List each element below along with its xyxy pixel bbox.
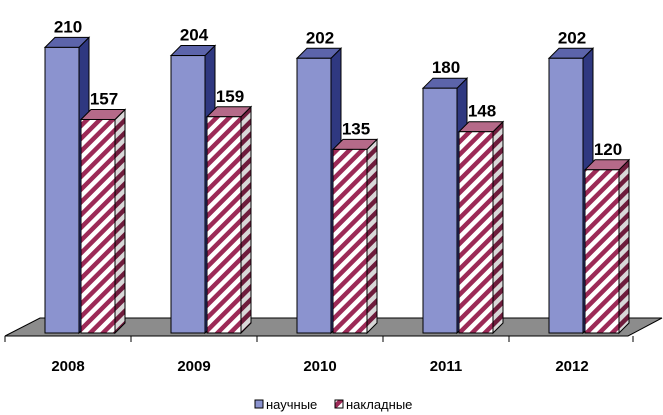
data-label: 202 xyxy=(558,28,586,47)
x-tick-label: 2012 xyxy=(555,358,588,375)
data-label: 135 xyxy=(342,119,370,138)
bar-nakladnye-2009 xyxy=(205,105,253,335)
data-label: 159 xyxy=(216,87,244,106)
bar-nauchnye-2010 xyxy=(295,47,343,335)
x-tick-label: 2009 xyxy=(177,358,210,375)
x-tick-label: 2011 xyxy=(430,358,463,375)
legend: научные накладные xyxy=(254,397,412,412)
data-label: 148 xyxy=(468,102,496,121)
bar-nakladnye-2008 xyxy=(79,108,127,335)
legend-item-0: научные xyxy=(254,397,317,412)
data-label: 180 xyxy=(432,58,460,77)
data-label: 204 xyxy=(180,26,209,45)
x-axis: 2008 2009 2010 2011 2012 xyxy=(4,335,634,375)
legend-item-1: накладные xyxy=(334,397,412,412)
bar-nakladnye-2012 xyxy=(583,158,631,335)
legend-swatch xyxy=(254,399,264,409)
data-label: 210 xyxy=(54,17,82,36)
x-tick-label: 2010 xyxy=(303,358,336,375)
bars xyxy=(43,36,631,335)
data-label: 120 xyxy=(594,140,622,159)
x-tick-label: 2008 xyxy=(51,358,84,375)
legend-swatch xyxy=(334,399,344,409)
value-labels: 210 157 204 159 202 135 180 148 202 120 xyxy=(54,17,622,158)
legend-label: научные xyxy=(266,397,317,412)
bar-nakladnye-2010 xyxy=(331,138,379,335)
bar-nakladnye-2011 xyxy=(457,120,505,335)
data-label: 202 xyxy=(306,28,334,47)
data-label: 157 xyxy=(90,89,118,108)
legend-label: накладные xyxy=(346,397,412,412)
